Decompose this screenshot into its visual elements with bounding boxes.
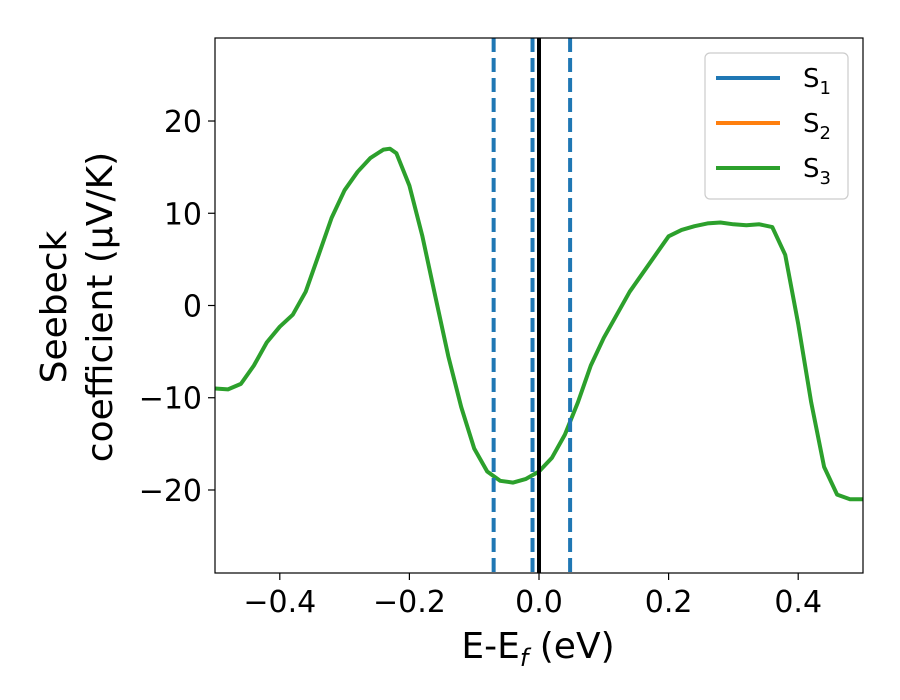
legend-label-s3: S3 [803, 154, 831, 189]
x-axis-title: E-Ef (eV) [461, 626, 614, 672]
legend-box [704, 52, 849, 200]
y-axis-title-line2: coefficient (μV/K) [80, 152, 121, 462]
x-tick-label: 0.0 [515, 585, 563, 620]
x-tick-label: −0.2 [373, 585, 446, 620]
y-axis: 20 10 0 −10 −20 [139, 105, 215, 509]
x-tick-label: 0.2 [645, 585, 693, 620]
x-axis: −0.4 −0.2 0.0 0.2 0.4 [243, 573, 822, 620]
legend-label-s1: S1 [803, 64, 831, 99]
y-tick-label: 10 [164, 197, 202, 232]
y-tick-label: −20 [139, 474, 202, 509]
y-tick-label: 20 [164, 105, 202, 140]
x-tick-label: 0.4 [774, 585, 822, 620]
y-tick-label: 0 [183, 290, 202, 325]
legend-label-s2: S2 [803, 109, 831, 144]
y-axis-title-line1: Seebeck [34, 230, 75, 383]
x-tick-label: −0.4 [243, 585, 316, 620]
y-tick-label: −10 [139, 382, 202, 417]
legend: S1 S2 S3 [704, 52, 849, 200]
